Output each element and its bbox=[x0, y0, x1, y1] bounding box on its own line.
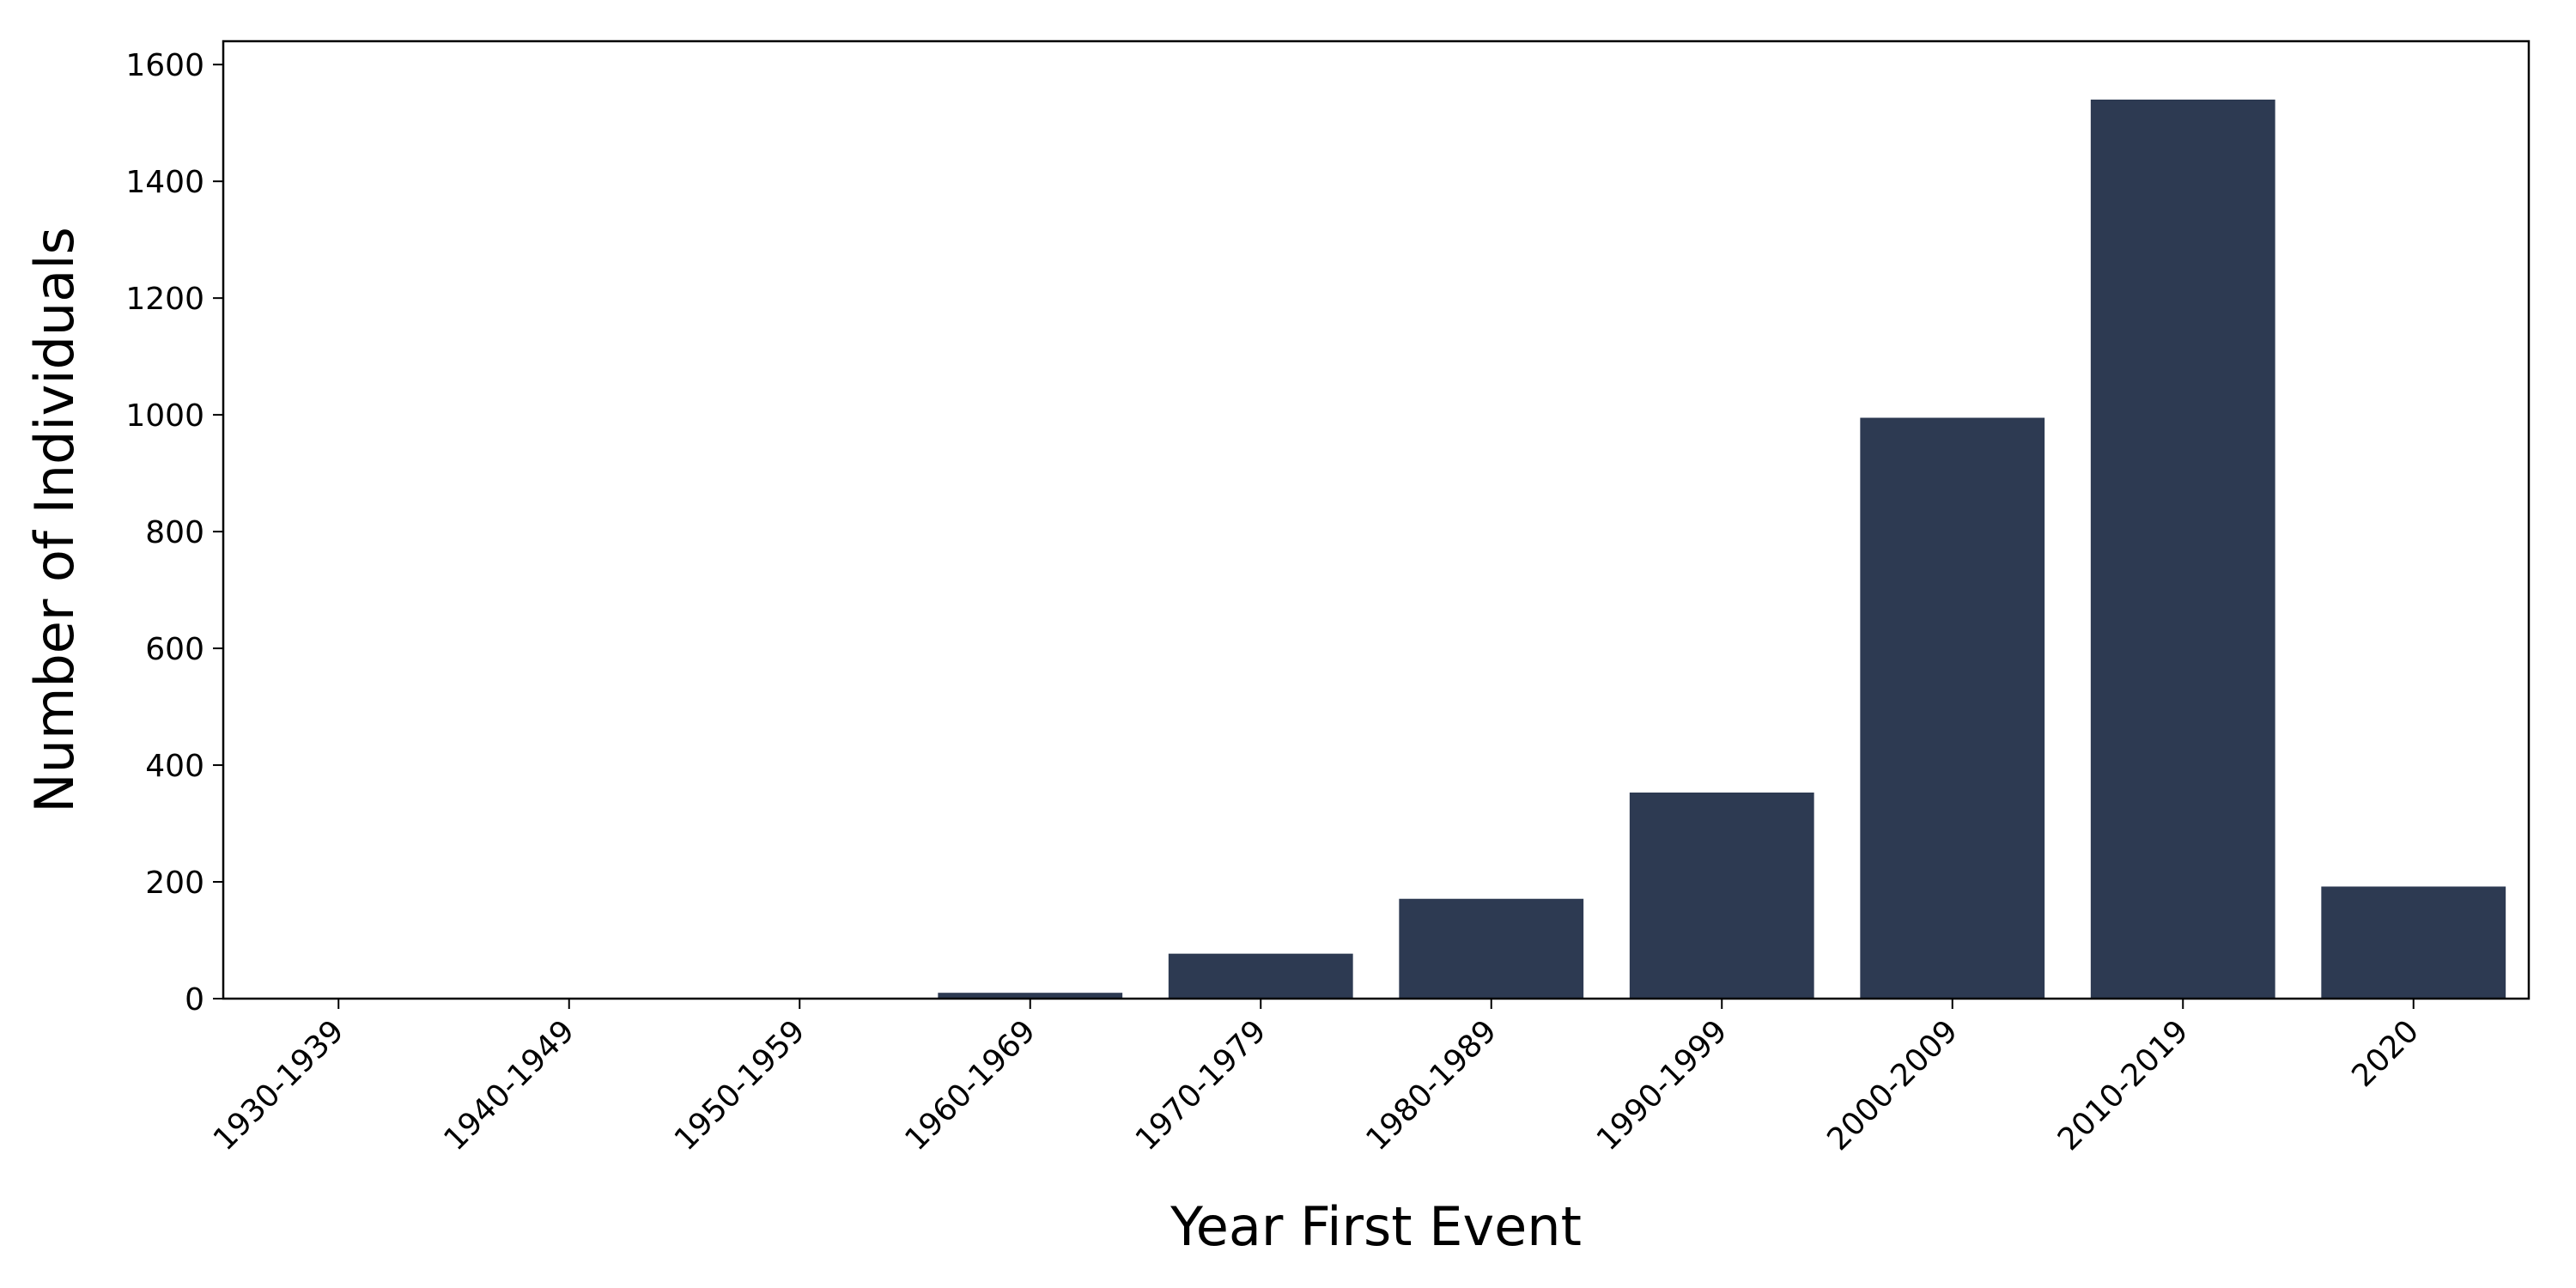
x-tick-label: 1930-1939 bbox=[207, 1013, 351, 1157]
x-tick-label: 1970-1979 bbox=[1129, 1013, 1273, 1157]
plot-frame bbox=[222, 39, 2530, 1000]
x-tick-label: 1980-1989 bbox=[1359, 1013, 1504, 1157]
y-tick-label: 1000 bbox=[125, 398, 204, 434]
x-tick-label: 1960-1969 bbox=[898, 1013, 1042, 1157]
y-tick-label: 1400 bbox=[125, 165, 204, 200]
bar-1960-1969 bbox=[938, 993, 1123, 999]
bar-2020 bbox=[2321, 886, 2506, 999]
y-tick-label: 600 bbox=[145, 632, 204, 667]
x-tick-label: 2020 bbox=[2345, 1013, 2426, 1094]
x-tick-label: 1950-1959 bbox=[668, 1013, 812, 1157]
x-tick-label: 2010-2019 bbox=[2051, 1013, 2196, 1157]
y-tick-label: 1600 bbox=[125, 48, 204, 83]
bar-1990-1999 bbox=[1629, 793, 1814, 999]
y-axis: 0 200 400 600 800 1000 1200 1400 1600 bbox=[125, 48, 223, 1018]
y-tick-label: 800 bbox=[145, 515, 204, 550]
y-tick-label: 1200 bbox=[125, 282, 204, 317]
bars-layer bbox=[246, 99, 2506, 999]
x-axis: 1930-1939 1940-1949 1950-1959 1960-1969 1970… bbox=[207, 999, 2426, 1157]
bar-2010-2019 bbox=[2090, 99, 2275, 999]
y-tick-label: 400 bbox=[145, 749, 204, 784]
x-axis-title: Year First Event bbox=[1170, 1195, 1582, 1258]
y-tick-label: 200 bbox=[145, 866, 204, 901]
x-tick-label: 2000-2009 bbox=[1820, 1013, 1965, 1157]
bar-1980-1989 bbox=[1399, 898, 1584, 999]
y-tick-label: 0 bbox=[185, 982, 204, 1018]
bar-1970-1979 bbox=[1168, 953, 1353, 999]
x-tick-label: 1940-1949 bbox=[437, 1013, 581, 1157]
y-axis-title: Number of Individuals bbox=[23, 227, 86, 812]
bar-2000-2009 bbox=[1860, 417, 2045, 999]
x-tick-label: 1990-1999 bbox=[1590, 1013, 1735, 1157]
